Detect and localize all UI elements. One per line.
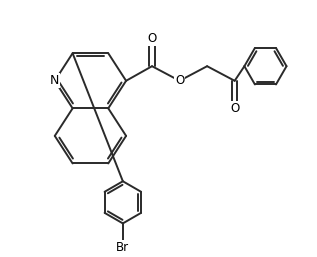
Text: Br: Br xyxy=(116,241,129,254)
Text: O: O xyxy=(230,102,239,115)
Text: N: N xyxy=(50,74,60,87)
Text: O: O xyxy=(175,74,184,87)
Text: O: O xyxy=(147,32,157,45)
